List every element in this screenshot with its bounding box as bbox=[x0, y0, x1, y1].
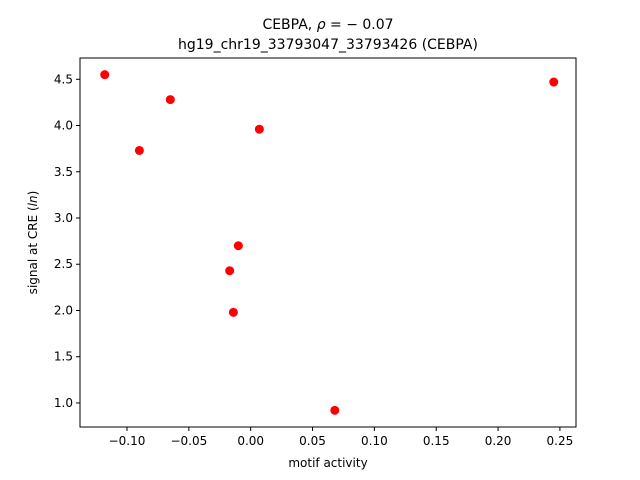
data-point bbox=[225, 266, 235, 276]
y-tick-label: 1.5 bbox=[54, 350, 73, 364]
x-tick-label: 0.15 bbox=[423, 434, 450, 448]
data-point bbox=[100, 70, 110, 80]
x-tick-label: 0.00 bbox=[237, 434, 264, 448]
x-axis-label: motif activity bbox=[288, 456, 367, 470]
y-tick-label: 1.0 bbox=[54, 396, 73, 410]
data-point bbox=[233, 241, 243, 251]
data-point bbox=[254, 124, 264, 134]
x-axis-ticks: −0.10 −0.05 0.00 0.05 0.10 0.15 0.20 0.25 bbox=[109, 427, 574, 448]
x-tick-label: 0.25 bbox=[547, 434, 574, 448]
y-tick-label: 2.5 bbox=[54, 257, 73, 271]
data-point bbox=[549, 77, 559, 87]
x-tick-label: 0.10 bbox=[361, 434, 388, 448]
x-tick-label: −0.10 bbox=[109, 434, 146, 448]
data-point bbox=[330, 405, 340, 415]
data-point bbox=[134, 145, 144, 155]
y-tick-label: 3.0 bbox=[54, 211, 73, 225]
y-tick-label: 2.0 bbox=[54, 303, 73, 317]
x-tick-label: 0.05 bbox=[299, 434, 326, 448]
data-point bbox=[165, 95, 175, 105]
data-point bbox=[228, 307, 238, 317]
data-points bbox=[100, 70, 559, 415]
y-tick-label: 4.5 bbox=[54, 72, 73, 86]
y-axis-label: signal at CRE (ln) bbox=[26, 191, 40, 295]
y-axis-ticks: 1.0 1.5 2.0 2.5 3.0 3.5 4.0 4.5 bbox=[54, 72, 80, 410]
x-tick-label: 0.20 bbox=[485, 434, 512, 448]
x-tick-label: −0.05 bbox=[170, 434, 207, 448]
y-tick-label: 3.5 bbox=[54, 165, 73, 179]
chart-title-line1: CEBPA, ρ = − 0.07 bbox=[262, 17, 393, 33]
chart-title-line2: hg19_chr19_33793047_33793426 (CEBPA) bbox=[178, 37, 478, 53]
plot-frame bbox=[79, 57, 577, 428]
y-tick-label: 4.0 bbox=[54, 119, 73, 133]
